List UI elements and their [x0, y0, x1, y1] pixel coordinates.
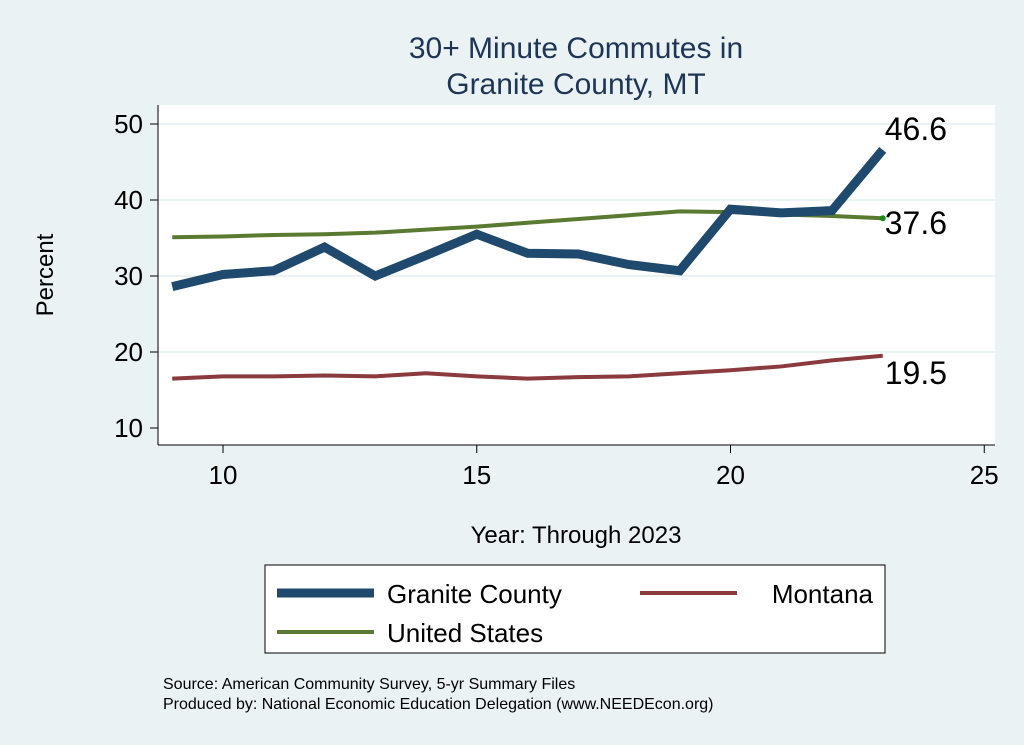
end-label-montana: 19.5	[885, 355, 947, 391]
legend: Granite County Montana United States	[264, 564, 886, 654]
legend-box	[264, 564, 886, 654]
x-tick-label-15: 15	[462, 460, 491, 490]
end-marker-united-states	[879, 215, 886, 222]
end-label-united-states: 37.6	[885, 205, 947, 241]
produced-by-note: Produced by: National Economic Education…	[163, 696, 714, 713]
legend-label-granite-county: Granite County	[387, 579, 562, 609]
legend-label-montana: Montana	[772, 579, 874, 609]
y-tick-label-40: 40	[114, 185, 143, 215]
y-axis-label: Percent	[32, 233, 59, 316]
y-tick-label-30: 30	[114, 261, 143, 291]
y-tick-label-20: 20	[114, 337, 143, 367]
y-tick-label-10: 10	[114, 413, 143, 443]
y-tick-label-50: 50	[114, 109, 143, 139]
chart-title-line-2: Granite County, MT	[446, 68, 706, 101]
chart-title-line-1: 30+ Minute Commutes in	[409, 32, 743, 65]
x-axis-label: Year: Through 2023	[471, 522, 682, 549]
source-note: Source: American Community Survey, 5-yr …	[163, 676, 575, 693]
end-label-granite-county: 46.6	[885, 111, 947, 147]
x-tick-label-10: 10	[209, 460, 238, 490]
legend-label-united-states: United States	[387, 618, 543, 648]
x-tick-label-25: 25	[970, 460, 999, 490]
x-tick-label-20: 20	[716, 460, 745, 490]
